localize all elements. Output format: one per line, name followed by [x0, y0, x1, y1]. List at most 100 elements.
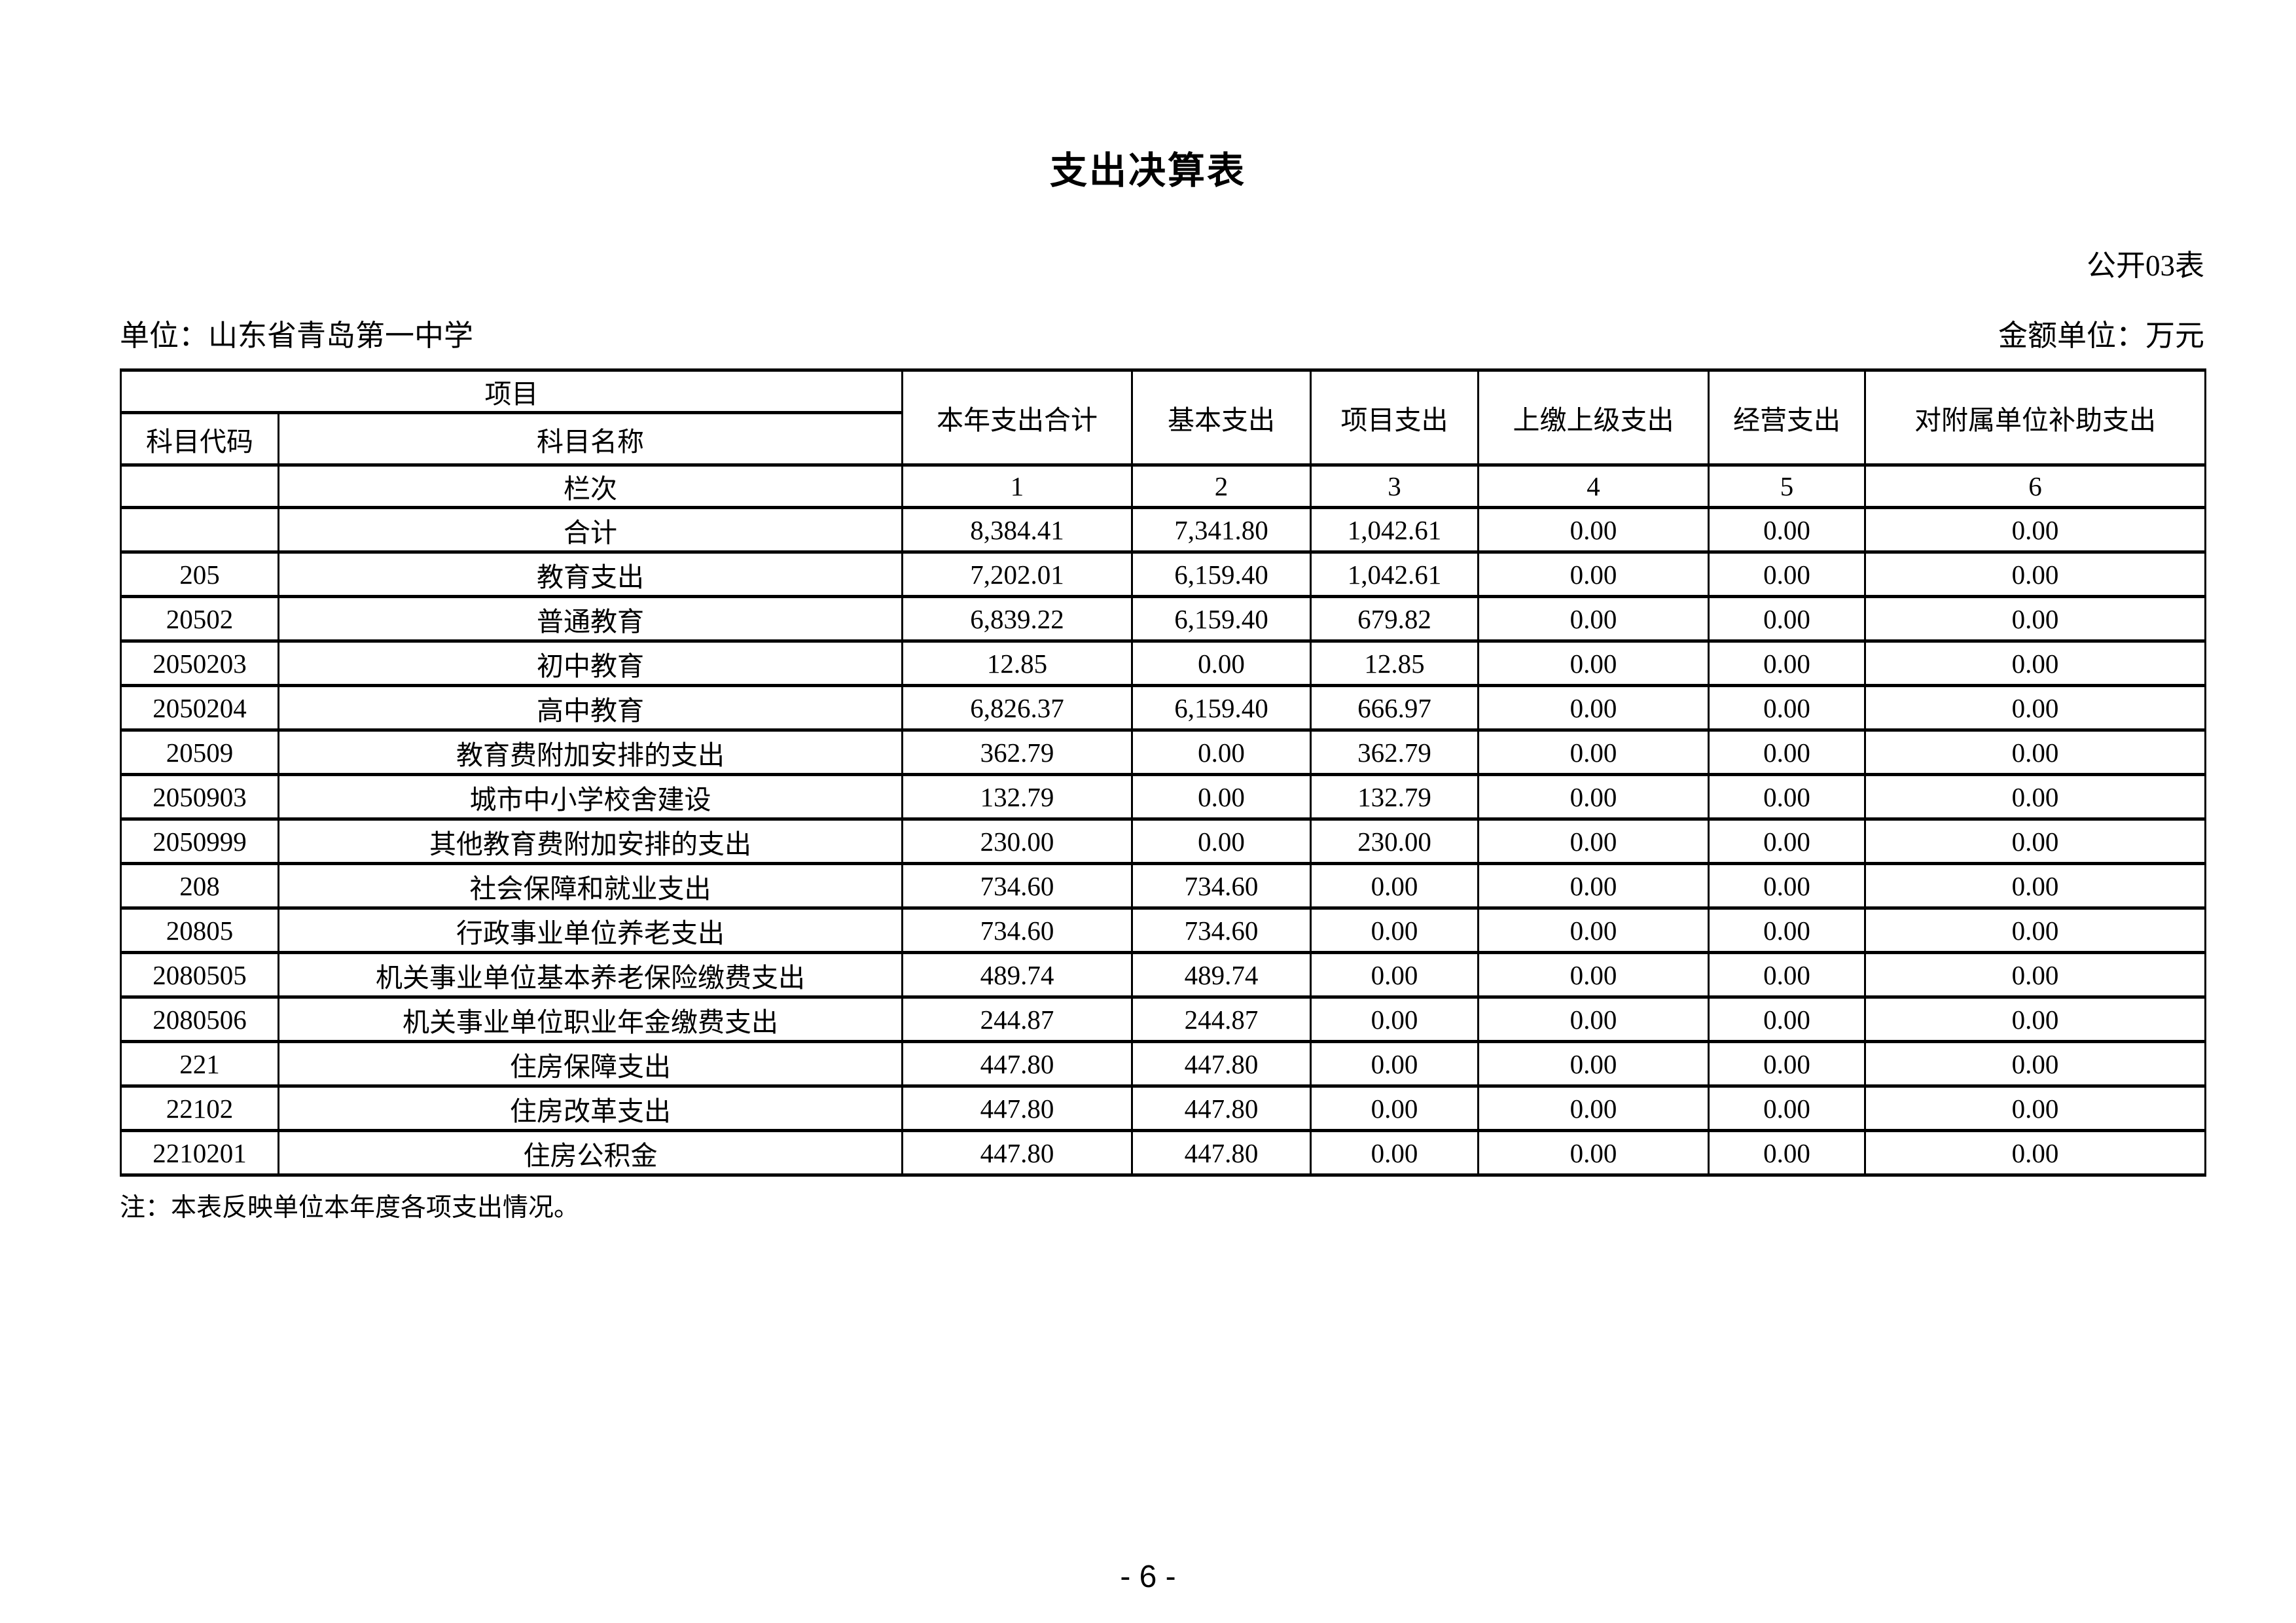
- value-cell: 230.00: [901, 817, 1133, 865]
- header-row-project: 项目 本年支出合计 基本支出 项目支出 上缴上级支出 经营支出 对附属单位补助支…: [120, 368, 2206, 467]
- table-row: 2050204 高中教育 6,826.37 6,159.40 666.97 0.00 0.0…: [120, 684, 2206, 732]
- value-cell: 0.00: [1708, 506, 1866, 554]
- table-row: 2050999 其他教育费附加安排的支出 230.00 0.00 230.00 0.00 0…: [120, 817, 2206, 865]
- rank-row: 栏次 1 2 3 4 5 6: [120, 463, 2206, 509]
- value-cell: 489.74: [1131, 951, 1312, 999]
- subject-code-cell: 2210201: [120, 1129, 279, 1177]
- value-cell: 0.00: [1477, 817, 1710, 865]
- header-subject-name: 科目名称: [278, 411, 903, 467]
- subject-name-cell: 行政事业单位养老支出: [278, 906, 903, 954]
- value-cell: 0.00: [1310, 906, 1479, 954]
- subject-code-cell: 22102: [120, 1084, 279, 1132]
- table-row: 2080505 机关事业单位基本养老保险缴费支出 489.74 489.74 0.00 0…: [120, 951, 2206, 999]
- table-code-label: 公开03表: [2086, 249, 2204, 282]
- value-cell: 0.00: [1477, 1084, 1710, 1132]
- expenditure-table: 项目 本年支出合计 基本支出 项目支出 上缴上级支出 经营支出 对附属单位补助支…: [120, 368, 2206, 1177]
- value-cell: 0.00: [1864, 1084, 2206, 1132]
- value-cell: 0.00: [1477, 684, 1710, 732]
- table-row: 20805 行政事业单位养老支出 734.60 734.60 0.00 0.00 0.00 0…: [120, 906, 2206, 954]
- value-cell: 0.00: [1864, 773, 2206, 821]
- value-cell: 447.80: [1131, 1040, 1312, 1088]
- value-cell: 0.00: [1477, 550, 1710, 598]
- value-cell: 7,341.80: [1131, 506, 1312, 554]
- header-col-year-total: 本年支出合计: [901, 368, 1133, 467]
- value-cell: 1,042.61: [1310, 550, 1479, 598]
- value-cell: 6,826.37: [901, 684, 1133, 732]
- subject-name-cell: 住房公积金: [278, 1129, 903, 1177]
- value-cell: 0.00: [1708, 995, 1866, 1043]
- value-cell: 0.00: [1477, 773, 1710, 821]
- value-cell: 0.00: [1310, 1129, 1479, 1177]
- subject-name-cell: 住房保障支出: [278, 1040, 903, 1088]
- table-row: 2050203 初中教育 12.85 0.00 12.85 0.00 0.00 0.00: [120, 639, 2206, 687]
- value-cell: 0.00: [1310, 995, 1479, 1043]
- value-cell: 0.00: [1131, 639, 1312, 687]
- table-row: 20509 教育费附加安排的支出 362.79 0.00 362.79 0.00 0.00 0…: [120, 728, 2206, 776]
- table-row: 20502 普通教育 6,839.22 6,159.40 679.82 0.00 0.00 0…: [120, 595, 2206, 643]
- value-cell: 1,042.61: [1310, 506, 1479, 554]
- value-cell: 0.00: [1310, 1040, 1479, 1088]
- subject-name-cell: 机关事业单位基本养老保险缴费支出: [278, 951, 903, 999]
- value-cell: 0.00: [1477, 951, 1710, 999]
- header-project-group: 项目: [120, 368, 903, 414]
- subject-code-cell: 20509: [120, 728, 279, 776]
- value-cell: 132.79: [1310, 773, 1479, 821]
- value-cell: 0.00: [1477, 639, 1710, 687]
- table-row: 205 教育支出 7,202.01 6,159.40 1,042.61 0.00 0.00 0…: [120, 550, 2206, 598]
- value-cell: 0.00: [1864, 817, 2206, 865]
- value-cell: 0.00: [1708, 595, 1866, 643]
- subject-name-cell: 其他教育费附加安排的支出: [278, 817, 903, 865]
- value-cell: 0.00: [1708, 550, 1866, 598]
- table-row: 2080506 机关事业单位职业年金缴费支出 244.87 244.87 0.00 0.0…: [120, 995, 2206, 1043]
- value-cell: 7,202.01: [901, 550, 1133, 598]
- header-col-subsidy: 对附属单位补助支出: [1864, 368, 2206, 467]
- value-cell: 447.80: [901, 1040, 1133, 1088]
- value-cell: 0.00: [1864, 1129, 2206, 1177]
- table-body: 合计 8,384.41 7,341.80 1,042.61 0.00 0.00 0.00 20…: [120, 506, 2206, 1177]
- rank-number: 5: [1708, 463, 1866, 509]
- value-cell: 0.00: [1477, 728, 1710, 776]
- value-cell: 0.00: [1864, 684, 2206, 732]
- subject-name-cell: 高中教育: [278, 684, 903, 732]
- value-cell: 244.87: [1131, 995, 1312, 1043]
- unit-label: 单位：山东省青岛第一中学: [120, 319, 474, 352]
- value-cell: 0.00: [1708, 639, 1866, 687]
- value-cell: 0.00: [1864, 595, 2206, 643]
- subject-code-cell: 2050903: [120, 773, 279, 821]
- subject-name-cell: 教育支出: [278, 550, 903, 598]
- header-col-basic: 基本支出: [1131, 368, 1312, 467]
- subject-name-cell: 社会保障和就业支出: [278, 862, 903, 910]
- value-cell: 447.80: [1131, 1084, 1312, 1132]
- value-cell: 0.00: [1864, 728, 2206, 776]
- subject-name-cell: 教育费附加安排的支出: [278, 728, 903, 776]
- value-cell: 734.60: [1131, 906, 1312, 954]
- subject-code-cell: 208: [120, 862, 279, 910]
- amount-unit-label: 金额单位：万元: [1998, 319, 2204, 352]
- value-cell: 0.00: [1708, 728, 1866, 776]
- rank-empty-cell: [120, 463, 279, 509]
- value-cell: 0.00: [1708, 1040, 1866, 1088]
- value-cell: 6,159.40: [1131, 684, 1312, 732]
- value-cell: 230.00: [1310, 817, 1479, 865]
- subject-code-cell: 205: [120, 550, 279, 598]
- subject-code-cell: 2080506: [120, 995, 279, 1043]
- value-cell: 447.80: [901, 1084, 1133, 1132]
- subject-name-cell: 机关事业单位职业年金缴费支出: [278, 995, 903, 1043]
- subject-code-cell: 2050999: [120, 817, 279, 865]
- rank-label: 栏次: [278, 463, 903, 509]
- value-cell: 0.00: [1864, 639, 2206, 687]
- value-cell: 0.00: [1864, 506, 2206, 554]
- value-cell: 0.00: [1864, 550, 2206, 598]
- subject-name-cell: 初中教育: [278, 639, 903, 687]
- table-row: 208 社会保障和就业支出 734.60 734.60 0.00 0.00 0.00 0.00: [120, 862, 2206, 910]
- header-col-project: 项目支出: [1310, 368, 1479, 467]
- value-cell: 0.00: [1477, 1129, 1710, 1177]
- subject-code-cell: 20805: [120, 906, 279, 954]
- value-cell: 0.00: [1864, 995, 2206, 1043]
- value-cell: 0.00: [1477, 862, 1710, 910]
- value-cell: 0.00: [1708, 773, 1866, 821]
- value-cell: 0.00: [1477, 906, 1710, 954]
- subject-code-cell: 221: [120, 1040, 279, 1088]
- value-cell: 362.79: [1310, 728, 1479, 776]
